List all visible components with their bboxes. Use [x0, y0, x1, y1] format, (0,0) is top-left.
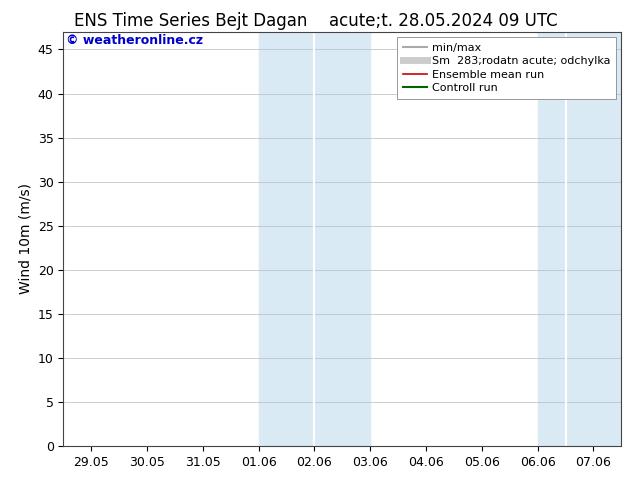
Bar — [259, 32, 370, 446]
Legend: min/max, Sm  283;rodatn acute; odchylka, Ensemble mean run, Controll run: min/max, Sm 283;rodatn acute; odchylka, … — [398, 37, 616, 98]
Text: © weatheronline.cz: © weatheronline.cz — [66, 34, 204, 47]
Text: ENS Time Series Bejt Dagan: ENS Time Series Bejt Dagan — [74, 12, 307, 30]
Bar — [538, 32, 621, 446]
Text: acute;t. 28.05.2024 09 UTC: acute;t. 28.05.2024 09 UTC — [330, 12, 558, 30]
Y-axis label: Wind 10m (m/s): Wind 10m (m/s) — [18, 183, 32, 294]
